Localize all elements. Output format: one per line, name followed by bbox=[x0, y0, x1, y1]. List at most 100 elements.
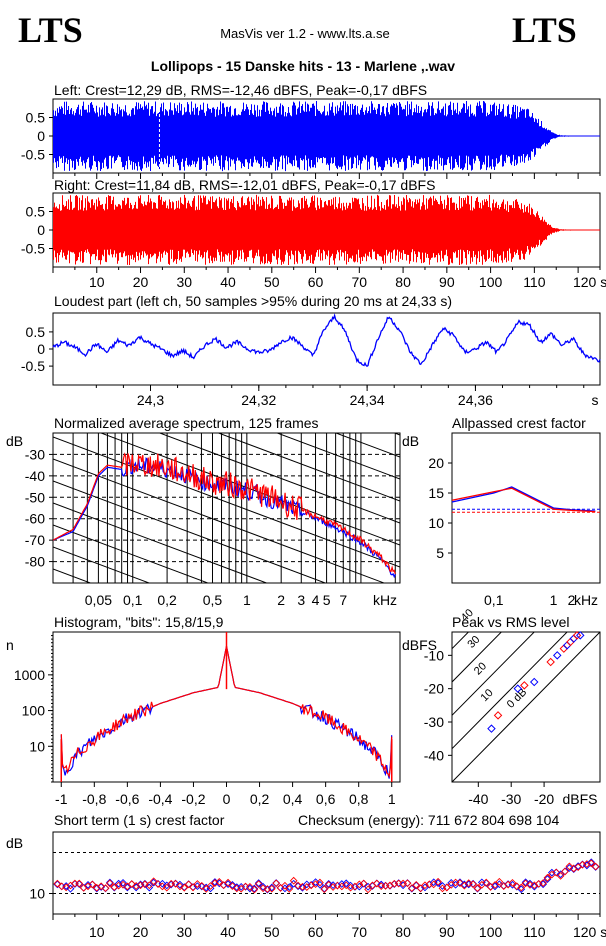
shortcrest-point bbox=[434, 877, 442, 886]
loudest-xtick-label: 24,3 bbox=[137, 392, 164, 408]
histogram-xtick-label: 0,2 bbox=[250, 791, 270, 807]
loudest-xtick-label: 24,34 bbox=[350, 392, 385, 408]
spectrum-ytick-label: -70 bbox=[25, 532, 45, 548]
right-xtick-label: 20 bbox=[133, 274, 149, 290]
loudest-xtick-label: 24,36 bbox=[458, 392, 493, 408]
shortcrest-xtick-label: 90 bbox=[439, 924, 455, 940]
shortcrest-xtick-label: 10 bbox=[89, 924, 105, 940]
right-xtick-label: 30 bbox=[176, 274, 192, 290]
histogram-title: Histogram, "bits": 15,8/15,9 bbox=[54, 614, 224, 630]
shortcrest-point bbox=[101, 884, 110, 893]
crest-frame bbox=[451, 432, 601, 584]
spectrum-frame bbox=[52, 432, 401, 584]
shortcrest-point bbox=[215, 877, 224, 886]
shortcrest-point bbox=[162, 883, 171, 892]
shortcrest-point bbox=[543, 875, 552, 883]
shortcrest-point bbox=[359, 879, 368, 888]
shortcrest-point bbox=[587, 858, 596, 867]
histogram-xtick-label: -0,6 bbox=[115, 791, 139, 807]
histogram-xtick-label: -0,8 bbox=[82, 791, 106, 807]
logo-right: LTS bbox=[512, 10, 577, 50]
shortcrest-point bbox=[434, 879, 442, 887]
spectrum-xtick-label: 4 bbox=[312, 592, 320, 608]
shortcrest-frame bbox=[52, 831, 601, 915]
right-waveform bbox=[53, 194, 600, 265]
right-title: Right: Crest=11,84 dB, RMS=-12,01 dBFS, … bbox=[54, 177, 435, 193]
right-xtick-label: 100 bbox=[479, 274, 503, 290]
peakrms-diagonal-label: 30 bbox=[465, 634, 482, 651]
shortcrest-ylabel: dB bbox=[6, 835, 23, 851]
shortcrest-point bbox=[364, 885, 372, 894]
shortcrest-xtick-label: 30 bbox=[176, 924, 192, 940]
crest-series-0 bbox=[451, 486, 596, 512]
shortcrest-point bbox=[267, 883, 276, 892]
shortcrest-point bbox=[399, 879, 407, 888]
left-ytick-label: 0 bbox=[37, 128, 45, 144]
shortcrest-point bbox=[84, 881, 92, 889]
loudest-title: Loudest part (left ch, 50 samples >95% d… bbox=[54, 293, 452, 309]
shortcrest-point bbox=[105, 878, 114, 887]
crest-xtick-label: 1 bbox=[550, 592, 558, 608]
shortcrest-point bbox=[276, 884, 285, 892]
peakrms-title: Peak vs RMS level bbox=[452, 614, 569, 630]
histogram-xtick-label: 0,6 bbox=[316, 791, 336, 807]
right-xtick-label: 50 bbox=[264, 274, 280, 290]
loudest-ytick-label: -0.5 bbox=[21, 358, 45, 374]
spectrum-ytick-label: -50 bbox=[25, 489, 45, 505]
loudest-waveform: 0.50-0.5 24,3 24,32 24,34 24,36 s bbox=[21, 313, 601, 408]
shortcrest-point bbox=[591, 862, 600, 871]
crest-xtick-label: 0,1 bbox=[484, 592, 504, 608]
spectrum-xtick-label: 1 bbox=[243, 592, 251, 608]
shortcrest-point bbox=[123, 883, 132, 892]
spectrum-slope-line bbox=[53, 502, 268, 583]
shortcrest-point bbox=[412, 880, 421, 889]
spectrum-ytick-label: -80 bbox=[25, 554, 45, 570]
shortcrest-point bbox=[88, 880, 97, 889]
right-xtick-label: 40 bbox=[220, 274, 236, 290]
loudest-ytick-label: 0.5 bbox=[26, 324, 46, 340]
shortcrest-point bbox=[320, 885, 329, 894]
spectrum-plot: -30 -40 -50 -60 -70 -80 0,05 0,1 0,2 0,5 1 2 3 4 5 7 kHz bbox=[25, 433, 400, 608]
crest-title: Allpassed crest factor bbox=[452, 415, 586, 431]
loudest-xtick-label: 24,32 bbox=[241, 392, 276, 408]
shortcrest-point bbox=[119, 879, 127, 887]
right-xtick-label: 80 bbox=[395, 274, 411, 290]
peakrms-xtick-label: -40 bbox=[468, 791, 488, 807]
histogram-ytick-label: 100 bbox=[22, 703, 46, 719]
histogram-xtick-label: -1 bbox=[55, 791, 68, 807]
shortcrest-point bbox=[587, 859, 596, 868]
peakrms-diagonals bbox=[452, 632, 600, 782]
shortcrest-point bbox=[482, 878, 491, 887]
right-ytick-label: 0.5 bbox=[26, 204, 46, 220]
spectrum-slope-line bbox=[217, 433, 400, 502]
histogram-xtick-label: 0,8 bbox=[349, 791, 369, 807]
shortcrest-point bbox=[469, 880, 477, 889]
shortcrest-xtick-label: 80 bbox=[395, 924, 411, 940]
loudest-unit-label: s bbox=[592, 392, 599, 408]
shortcrest-xtick-label: 120 s bbox=[573, 924, 606, 940]
spectrum-slope-line bbox=[275, 433, 400, 480]
histogram-plot: 1000 100 10 -1 -0,8 -0,6 -0,4 -0,2 0 0,2 0,4 0,6 0,8… bbox=[14, 632, 396, 807]
logo-left: LTS bbox=[18, 10, 83, 50]
histogram-xtick-label: -0,4 bbox=[148, 791, 172, 807]
spectrum-xtick-label: 3 bbox=[297, 592, 305, 608]
loudest-ytick-label: 0 bbox=[37, 341, 45, 357]
shortcrest-point bbox=[539, 879, 548, 887]
spectrum-xtick-label: 0,1 bbox=[123, 592, 143, 608]
shortcrest-xtick-label: 50 bbox=[264, 924, 280, 940]
spectrum-slope-line bbox=[53, 480, 327, 583]
spectrum-series-1 bbox=[53, 452, 396, 575]
spectrum-xtick-label: 0,2 bbox=[157, 592, 177, 608]
shortcrest-point bbox=[285, 883, 294, 891]
shortcrest-point bbox=[145, 883, 154, 892]
spectrum-slope-line bbox=[53, 458, 386, 583]
shortcrest-point bbox=[320, 884, 329, 893]
shortcrest-point bbox=[285, 884, 294, 893]
peakrms-point bbox=[576, 631, 585, 640]
peakrms-ytick-label: -30 bbox=[424, 714, 444, 730]
shortcrest-point bbox=[473, 884, 482, 893]
spectrum-ytick-label: -40 bbox=[25, 468, 45, 484]
shortcrest-point bbox=[508, 878, 517, 887]
spectrum-xtick-label: 0,5 bbox=[203, 592, 223, 608]
